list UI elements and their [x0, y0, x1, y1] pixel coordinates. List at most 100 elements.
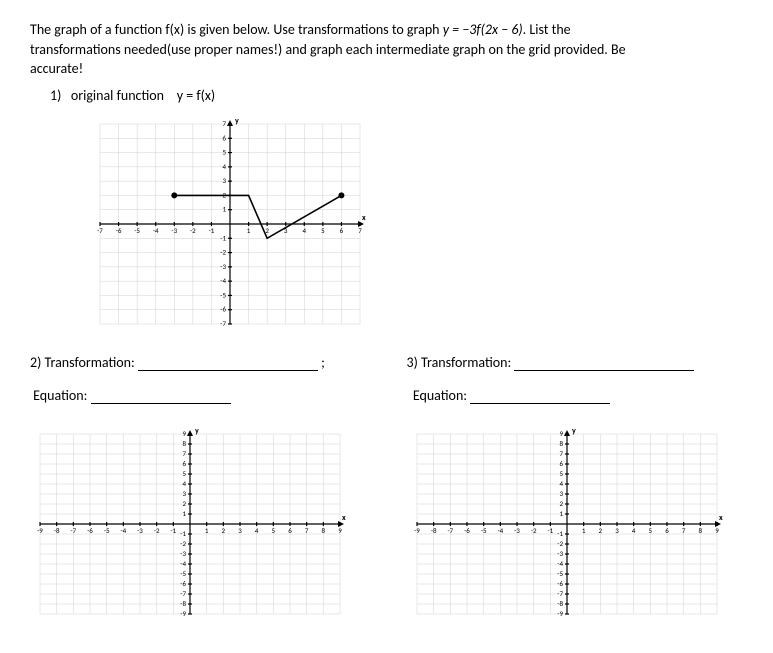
svg-text:7: 7 — [222, 119, 226, 128]
svg-text:-7: -7 — [180, 589, 186, 598]
svg-text:6: 6 — [559, 459, 563, 468]
svg-text:y: y — [235, 116, 239, 126]
svg-text:-6: -6 — [180, 579, 186, 588]
item-1-number: 1) — [50, 87, 61, 104]
svg-text:-6: -6 — [557, 579, 563, 588]
svg-text:-8: -8 — [180, 599, 186, 608]
svg-text:-4: -4 — [220, 276, 226, 285]
svg-text:-4: -4 — [497, 526, 503, 535]
svg-text:-7: -7 — [557, 589, 563, 598]
svg-text:-3: -3 — [137, 526, 143, 535]
svg-text:1: 1 — [247, 226, 251, 235]
equation-2-blank[interactable] — [91, 389, 231, 404]
svg-text:3: 3 — [182, 489, 186, 498]
problem-text-2: . List the — [523, 21, 571, 38]
svg-text:-7: -7 — [220, 319, 226, 328]
svg-text:5: 5 — [321, 226, 325, 235]
svg-text:9: 9 — [338, 526, 342, 535]
section-3-label: Transformation: — [421, 354, 511, 371]
section-2-label: Transformation: — [45, 354, 135, 371]
svg-text:6: 6 — [340, 226, 344, 235]
svg-text:8: 8 — [559, 439, 563, 448]
svg-text:6: 6 — [182, 459, 186, 468]
sections-row: 2) Transformation: ; Equation: -9-8-7-6-… — [30, 354, 743, 624]
svg-text:-8: -8 — [54, 526, 60, 535]
svg-text:7: 7 — [305, 526, 309, 535]
svg-text:-1: -1 — [180, 529, 186, 538]
svg-text:7: 7 — [182, 449, 186, 458]
item-1-text: original function — [71, 87, 164, 104]
problem-statement: The graph of a function f(x) is given be… — [30, 20, 743, 79]
svg-text:4: 4 — [559, 479, 563, 488]
svg-text:5: 5 — [648, 526, 652, 535]
svg-text:-5: -5 — [557, 569, 563, 578]
svg-text:2: 2 — [222, 526, 226, 535]
svg-text:-1: -1 — [209, 226, 215, 235]
item-1: 1) original function y = f(x) — [50, 87, 743, 104]
svg-text:-4: -4 — [120, 526, 126, 535]
svg-text:-2: -2 — [154, 526, 160, 535]
svg-text:6: 6 — [288, 526, 292, 535]
svg-text:-9: -9 — [180, 609, 186, 618]
svg-text:-5: -5 — [134, 226, 140, 235]
svg-text:x: x — [342, 513, 346, 523]
svg-text:-6: -6 — [87, 526, 93, 535]
svg-text:-1: -1 — [170, 526, 176, 535]
svg-text:3: 3 — [222, 176, 226, 185]
svg-text:-6: -6 — [464, 526, 470, 535]
svg-text:7: 7 — [681, 526, 685, 535]
svg-text:-3: -3 — [557, 549, 563, 558]
svg-text:3: 3 — [559, 489, 563, 498]
svg-text:-3: -3 — [171, 226, 177, 235]
equation-3-blank[interactable] — [470, 389, 610, 404]
svg-text:6: 6 — [222, 133, 226, 142]
svg-text:9: 9 — [559, 429, 563, 438]
svg-text:-4: -4 — [153, 226, 159, 235]
section-2: 2) Transformation: ; Equation: -9-8-7-6-… — [30, 354, 367, 624]
svg-text:2: 2 — [598, 526, 602, 535]
svg-text:-7: -7 — [97, 226, 103, 235]
svg-text:-4: -4 — [180, 559, 186, 568]
svg-text:2: 2 — [182, 499, 186, 508]
svg-text:7: 7 — [358, 226, 362, 235]
svg-text:4: 4 — [255, 526, 259, 535]
svg-text:4: 4 — [303, 226, 307, 235]
svg-text:x: x — [719, 513, 723, 523]
svg-text:-7: -7 — [447, 526, 453, 535]
svg-text:-4: -4 — [557, 559, 563, 568]
item-1-equation: y = f(x) — [177, 87, 215, 104]
graph-3: -9-8-7-6-5-4-3-2-1123456789-9-8-7-6-5-4-… — [407, 424, 727, 624]
section-3-eq-label: Equation: — [413, 387, 467, 404]
svg-text:-1: -1 — [557, 529, 563, 538]
svg-text:1: 1 — [205, 526, 209, 535]
svg-text:-9: -9 — [414, 526, 420, 535]
section-2-eq-label: Equation: — [33, 387, 87, 404]
svg-text:3: 3 — [238, 526, 242, 535]
svg-text:5: 5 — [222, 147, 226, 156]
svg-text:-6: -6 — [116, 226, 122, 235]
section-2-number: 2) — [30, 354, 41, 371]
svg-text:5: 5 — [272, 526, 276, 535]
svg-text:-9: -9 — [557, 609, 563, 618]
svg-text:1: 1 — [559, 509, 563, 518]
svg-text:1: 1 — [581, 526, 585, 535]
svg-text:4: 4 — [222, 162, 226, 171]
svg-text:2: 2 — [559, 499, 563, 508]
svg-text:5: 5 — [559, 469, 563, 478]
svg-text:-2: -2 — [190, 226, 196, 235]
svg-text:4: 4 — [182, 479, 186, 488]
svg-text:-6: -6 — [220, 304, 226, 313]
svg-text:1: 1 — [182, 509, 186, 518]
transformation-3-blank[interactable] — [514, 356, 694, 371]
section-3-number: 3) — [407, 354, 418, 371]
svg-text:-2: -2 — [180, 539, 186, 548]
svg-text:-8: -8 — [430, 526, 436, 535]
transformation-2-blank[interactable] — [138, 356, 318, 371]
svg-text:7: 7 — [559, 449, 563, 458]
svg-text:1: 1 — [222, 204, 226, 213]
svg-text:-5: -5 — [180, 569, 186, 578]
svg-text:9: 9 — [715, 526, 719, 535]
svg-text:-5: -5 — [480, 526, 486, 535]
section-2-semicolon: ; — [321, 354, 325, 371]
problem-text-3: transformations needed(use proper names!… — [30, 41, 626, 58]
